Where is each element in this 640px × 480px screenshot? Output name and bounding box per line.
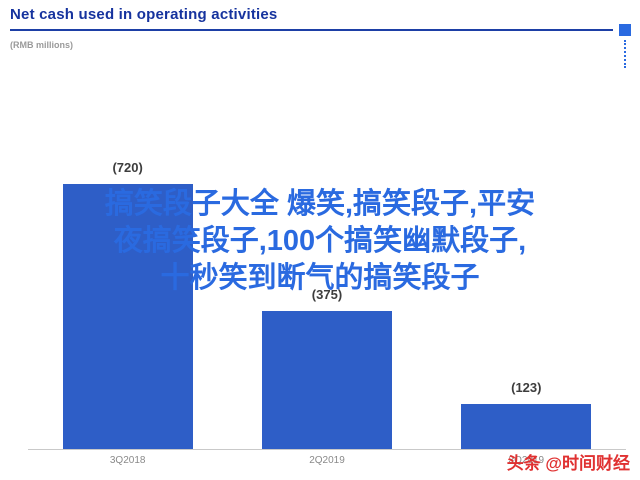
bar-group: (123) 3Q2019 [461, 380, 592, 466]
x-tick-label: 2Q2019 [309, 455, 345, 466]
bar-group: (375) 2Q2019 [261, 287, 392, 466]
bar-group: (720) 3Q2018 [62, 160, 193, 466]
bar-value-label: (123) [511, 380, 542, 395]
chart-plot: (720) 3Q2018 (375) 2Q2019 (123) 3Q2019 [28, 158, 626, 466]
chart-unit-subtitle: (RMB millions) [10, 40, 73, 50]
corner-square-marker-icon [619, 24, 631, 36]
credit-watermark: 头条 @时间财经 [506, 454, 630, 473]
bar [461, 404, 592, 449]
chart-title: Net cash used in operating activities [10, 6, 278, 23]
bar-value-label: (375) [311, 287, 343, 302]
title-underline [10, 29, 613, 31]
bar [62, 184, 193, 449]
x-tick-label: 3Q2018 [109, 455, 146, 466]
corner-dotted-line-icon [624, 40, 626, 68]
bar [261, 311, 392, 449]
x-tick-label: 3Q2019 [508, 455, 545, 466]
bar-value-label: (720) [112, 160, 143, 175]
